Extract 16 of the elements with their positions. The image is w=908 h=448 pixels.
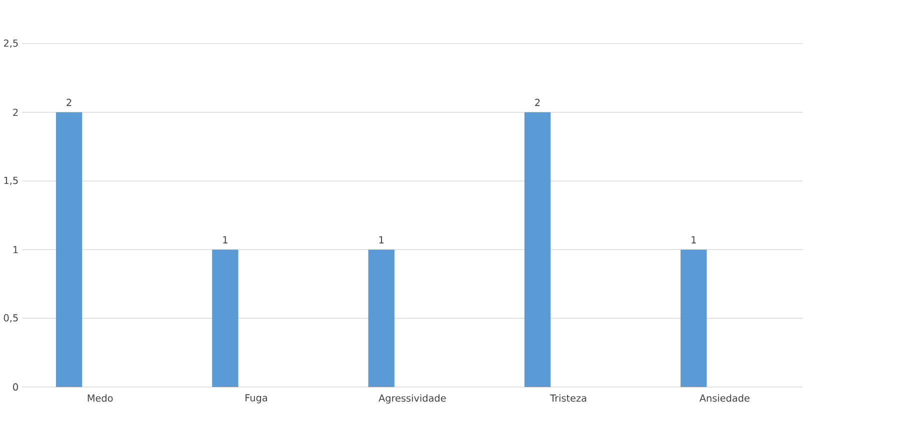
y-tick-label: 0,5	[4, 314, 18, 322]
x-tick-label: Agressividade	[378, 394, 446, 404]
y-tick-label: 1	[14, 246, 18, 254]
data-label: 2	[535, 98, 540, 106]
data-label: 1	[379, 236, 384, 244]
data-label: 1	[223, 236, 228, 244]
x-tick-label: Ansiedade	[700, 394, 750, 402]
data-label: 1	[692, 236, 696, 244]
data-label: 2	[66, 98, 72, 106]
x-tick-label: Tristeza	[550, 394, 586, 402]
y-tick-label: 2	[13, 108, 18, 116]
x-tick-label: Fuga	[246, 394, 267, 404]
y-tick-label: 2,5	[4, 39, 18, 48]
y-tick-label: 1,5	[4, 176, 18, 186]
x-tick-label: Medo	[88, 394, 113, 402]
y-tick-label: 0	[13, 383, 18, 391]
